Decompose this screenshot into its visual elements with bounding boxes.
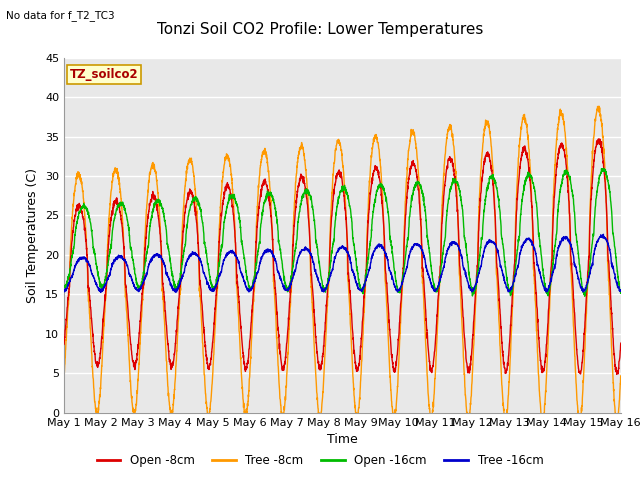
Tree -16cm	[546, 281, 554, 287]
Open -16cm	[600, 166, 607, 171]
Open -8cm	[606, 282, 614, 288]
Tree -8cm	[157, 230, 164, 236]
Tree -16cm	[124, 264, 132, 270]
Text: Tonzi Soil CO2 Profile: Lower Temperatures: Tonzi Soil CO2 Profile: Lower Temperatur…	[157, 22, 483, 36]
Open -8cm	[595, 136, 602, 142]
Tree -16cm	[606, 250, 614, 255]
Tree -8cm	[606, 311, 614, 316]
Open -8cm	[298, 174, 305, 180]
Legend: Open -8cm, Tree -8cm, Open -16cm, Tree -16cm: Open -8cm, Tree -8cm, Open -16cm, Tree -…	[92, 449, 548, 472]
Tree -16cm	[298, 248, 306, 253]
Text: TZ_soilco2: TZ_soilco2	[70, 68, 138, 81]
Y-axis label: Soil Temperatures (C): Soil Temperatures (C)	[26, 168, 40, 303]
Tree -16cm	[617, 288, 625, 294]
Open -16cm	[617, 289, 625, 295]
Line: Tree -16cm: Tree -16cm	[64, 234, 621, 292]
Tree -8cm	[298, 140, 305, 145]
Open -16cm	[581, 293, 589, 299]
Open -8cm	[124, 300, 131, 306]
Line: Open -8cm: Open -8cm	[64, 139, 621, 374]
X-axis label: Time: Time	[327, 433, 358, 446]
Open -16cm	[606, 193, 614, 199]
Open -16cm	[60, 284, 68, 290]
Tree -16cm	[97, 289, 104, 295]
Tree -8cm	[60, 378, 68, 384]
Tree -16cm	[60, 287, 68, 293]
Line: Tree -8cm: Tree -8cm	[64, 106, 621, 422]
Open -16cm	[298, 198, 305, 204]
Text: No data for f_T2_TC3: No data for f_T2_TC3	[6, 10, 115, 21]
Tree -8cm	[617, 373, 625, 379]
Open -8cm	[546, 284, 554, 290]
Tree -8cm	[274, 350, 282, 356]
Tree -16cm	[157, 253, 164, 259]
Open -8cm	[274, 319, 282, 324]
Open -8cm	[617, 340, 625, 346]
Tree -8cm	[124, 326, 131, 332]
Tree -8cm	[502, 420, 509, 425]
Tree -16cm	[600, 231, 607, 237]
Tree -8cm	[546, 291, 554, 297]
Open -16cm	[274, 221, 282, 227]
Open -8cm	[157, 239, 164, 245]
Tree -16cm	[274, 268, 282, 274]
Open -16cm	[124, 218, 131, 224]
Line: Open -16cm: Open -16cm	[64, 168, 621, 296]
Tree -8cm	[595, 103, 603, 109]
Open -8cm	[613, 372, 621, 377]
Open -16cm	[546, 283, 554, 289]
Open -8cm	[60, 341, 68, 347]
Open -16cm	[157, 201, 164, 207]
